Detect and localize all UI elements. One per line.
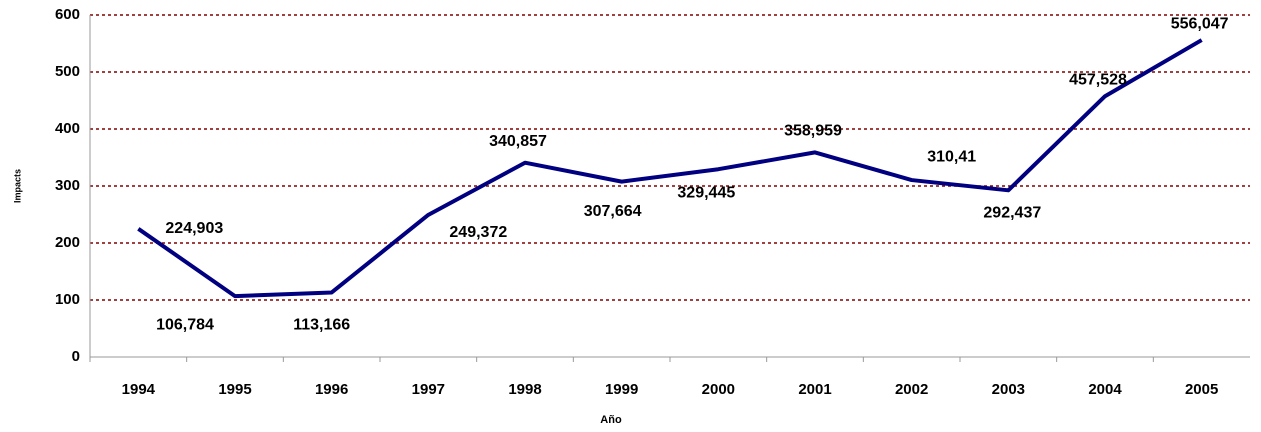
y-tick-label: 300 <box>55 177 80 194</box>
x-tick-label: 1997 <box>412 381 445 398</box>
data-label: 457,528 <box>1069 71 1127 88</box>
y-tick-label: 600 <box>55 6 80 23</box>
data-label: 358,959 <box>784 123 842 140</box>
x-tick-label: 1998 <box>508 381 541 398</box>
data-label: 307,664 <box>584 203 642 220</box>
data-label: 292,437 <box>983 205 1041 222</box>
data-label: 310,41 <box>927 148 976 165</box>
x-tick-label: 1999 <box>605 381 638 398</box>
x-tick-label: 2000 <box>702 381 735 398</box>
x-tick-label: 2004 <box>1088 381 1122 398</box>
x-tick-label: 1996 <box>315 381 348 398</box>
y-tick-label: 0 <box>72 348 80 365</box>
x-tick-label: 2002 <box>895 381 928 398</box>
y-tick-label: 500 <box>55 63 80 80</box>
x-tick-label: 1995 <box>218 381 251 398</box>
data-label: 556,047 <box>1171 15 1229 32</box>
data-label: 106,784 <box>156 316 214 333</box>
y-axis-label: Impacts <box>12 169 22 203</box>
data-label: 340,857 <box>489 133 547 150</box>
x-tick-label: 2001 <box>798 381 831 398</box>
line <box>137 38 1203 299</box>
y-tick-label: 200 <box>55 234 80 251</box>
x-tick-label: 2005 <box>1185 381 1218 398</box>
x-tick-label: 2003 <box>992 381 1025 398</box>
data-label: 224,903 <box>165 220 223 237</box>
y-tick-label: 100 <box>55 291 80 308</box>
x-tick-label: 1994 <box>122 381 156 398</box>
y-tick-label: 400 <box>55 120 80 137</box>
data-label: 249,372 <box>449 224 507 241</box>
data-label: 113,166 <box>293 317 350 334</box>
x-axis-label: Año <box>600 414 622 426</box>
data-label: 329,445 <box>677 184 735 201</box>
